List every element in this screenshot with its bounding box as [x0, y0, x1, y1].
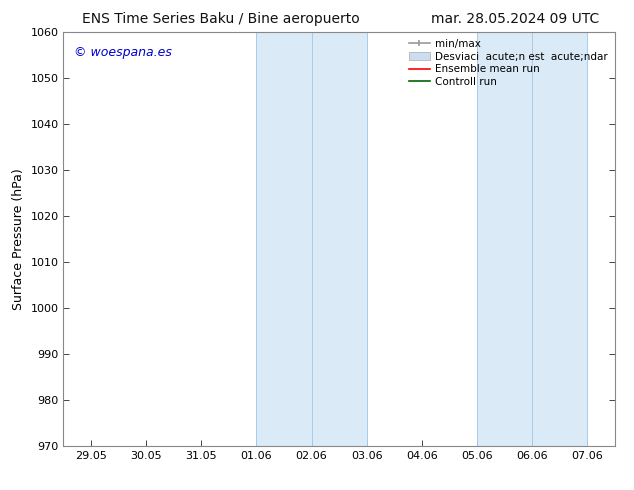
Text: © woespana.es: © woespana.es — [74, 47, 172, 59]
Bar — [533, 32, 588, 446]
Y-axis label: Surface Pressure (hPa): Surface Pressure (hPa) — [12, 168, 25, 310]
Bar — [477, 32, 533, 446]
Text: ENS Time Series Baku / Bine aeropuerto: ENS Time Series Baku / Bine aeropuerto — [82, 12, 360, 26]
Text: mar. 28.05.2024 09 UTC: mar. 28.05.2024 09 UTC — [431, 12, 599, 26]
Bar — [256, 32, 312, 446]
Bar — [312, 32, 367, 446]
Legend: min/max, Desviaci  acute;n est  acute;ndar, Ensemble mean run, Controll run: min/max, Desviaci acute;n est acute;ndar… — [407, 37, 610, 89]
